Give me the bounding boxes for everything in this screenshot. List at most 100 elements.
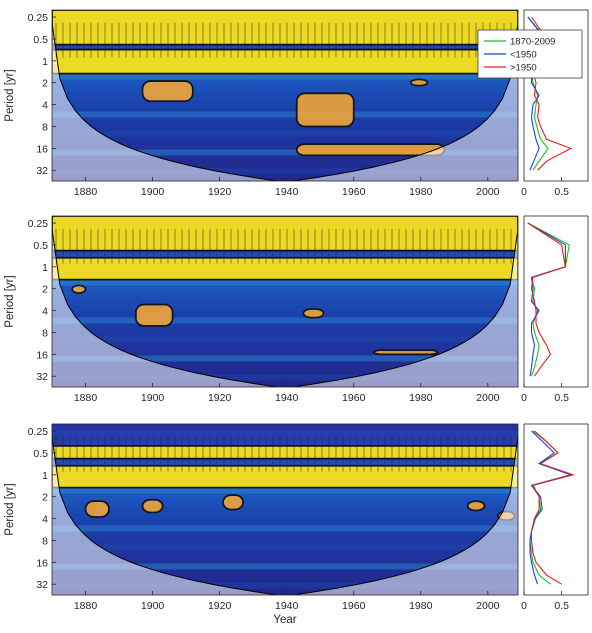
significant-region	[52, 216, 518, 252]
y-tick-label: 0.5	[33, 448, 48, 460]
x-tick-label: 1900	[141, 186, 165, 198]
y-tick-label: 4	[42, 306, 48, 318]
power-band	[52, 563, 518, 570]
x-tick-label: 1940	[275, 186, 299, 198]
x-tick-label: 1980	[409, 186, 433, 198]
y-tick-label: 1	[42, 470, 48, 482]
y-tick-label: 16	[36, 143, 48, 155]
x-tick-label: 1980	[409, 600, 433, 612]
power-spectrum-area	[52, 216, 518, 387]
power-band	[52, 544, 518, 551]
y-tick-label: 0.25	[28, 218, 49, 230]
global-spectrum-panel-3: 0 0.5	[521, 423, 589, 612]
x-tick-label: 2000	[476, 392, 500, 404]
power-spectrum-area	[52, 10, 518, 181]
plot-frame	[51, 215, 519, 388]
y-tick-label: 16	[36, 349, 48, 361]
gs-x-tick-label: 0.5	[554, 600, 569, 612]
significant-region	[409, 78, 429, 87]
significant-region	[372, 349, 439, 356]
power-band	[52, 336, 518, 343]
power-band	[52, 149, 518, 156]
y-axis-label: Period [yr]	[4, 69, 16, 121]
y-tick-label: 4	[42, 514, 48, 526]
significant-region	[141, 80, 194, 103]
power-spectrum-area	[52, 424, 518, 595]
significant-region	[466, 500, 486, 512]
x-tick-label: 1880	[74, 186, 98, 198]
power-band	[52, 374, 518, 381]
y-tick-label: 8	[42, 327, 48, 339]
significant-region	[52, 464, 518, 489]
y-tick-label: 2	[42, 284, 48, 296]
x-tick-label: 2000	[476, 186, 500, 198]
global-spectrum-lines	[527, 222, 570, 377]
y-tick-label: 4	[42, 100, 48, 112]
power-band	[52, 298, 518, 305]
significant-region	[302, 308, 325, 319]
significant-region	[84, 500, 110, 518]
x-tick-label: 1900	[141, 392, 165, 404]
power-band	[52, 130, 518, 137]
cone-of-influence-line	[52, 22, 518, 181]
legend-entry: <1950	[510, 50, 537, 61]
x-tick-label: 1920	[208, 392, 232, 404]
y-tick-label: 8	[42, 535, 48, 547]
y-tick-label: 16	[36, 557, 48, 569]
power-band	[52, 355, 518, 362]
y-tick-label: 1	[42, 262, 48, 274]
legend: 1870-2009 <1950 >1950	[477, 29, 583, 79]
y-tick-label: 0.25	[28, 426, 49, 438]
x-tick-label: 2000	[476, 600, 500, 612]
y-axis-label: Period [yr]	[4, 275, 16, 327]
y-axis-label: Period [yr]	[4, 483, 16, 535]
gs-x-tick-label: 0.5	[554, 392, 569, 404]
power-band	[52, 92, 518, 99]
x-tick-label: 1940	[275, 392, 299, 404]
cone-of-influence-line	[52, 436, 518, 595]
x-tick-label: 1940	[275, 600, 299, 612]
legend-entry: 1870-2009	[510, 37, 555, 48]
x-tick-label: 1980	[409, 392, 433, 404]
y-tick-label: 0.5	[33, 240, 48, 252]
gs-x-tick-label: 0.5	[554, 186, 569, 198]
significant-region	[52, 444, 518, 460]
power-band	[52, 430, 518, 437]
power-band	[52, 582, 518, 589]
power-band	[52, 73, 518, 80]
y-tick-label: 1	[42, 56, 48, 68]
y-tick-label: 0.5	[33, 34, 48, 46]
wavelet-panel-1: 1880 1900 1920 1940 1960 1980 2000 0.25 0.5 1 2 4 8 1…	[4, 9, 519, 198]
power-band	[52, 525, 518, 532]
cone-of-influence-line	[52, 228, 518, 387]
y-tick-label: 8	[42, 121, 48, 133]
power-band	[52, 168, 518, 175]
x-tick-label: 1920	[208, 600, 232, 612]
x-axis-label: Year	[273, 614, 296, 626]
x-tick-label: 1960	[342, 600, 366, 612]
cone-of-influence-shade	[52, 436, 518, 595]
global-spectrum-panel-2: 0 0.5	[521, 215, 589, 404]
significant-region	[71, 284, 87, 295]
x-tick-label: 1900	[141, 600, 165, 612]
spectrum-line-1	[529, 430, 573, 585]
gs-x-tick-label: 0	[521, 186, 527, 198]
spectrum-line-2	[530, 430, 575, 585]
power-band	[52, 317, 518, 324]
wavelet-panel-3: 1880 1900 1920 1940 1960 1980 2000 0.25 0.5 1 2 4 8 1…	[4, 423, 519, 626]
power-band	[52, 111, 518, 118]
x-tick-label: 1960	[342, 392, 366, 404]
gs-x-tick-label: 0	[521, 600, 527, 612]
y-tick-label: 0.25	[28, 12, 49, 24]
power-band	[52, 279, 518, 286]
significant-region	[52, 48, 518, 75]
x-tick-label: 1880	[74, 392, 98, 404]
gs-x-tick-label: 0	[521, 392, 527, 404]
y-tick-label: 32	[36, 165, 48, 177]
y-tick-label: 32	[36, 579, 48, 591]
y-tick-label: 32	[36, 371, 48, 383]
x-tick-label: 1880	[74, 600, 98, 612]
significant-region	[141, 498, 164, 514]
spectrum-line-2	[527, 222, 567, 377]
